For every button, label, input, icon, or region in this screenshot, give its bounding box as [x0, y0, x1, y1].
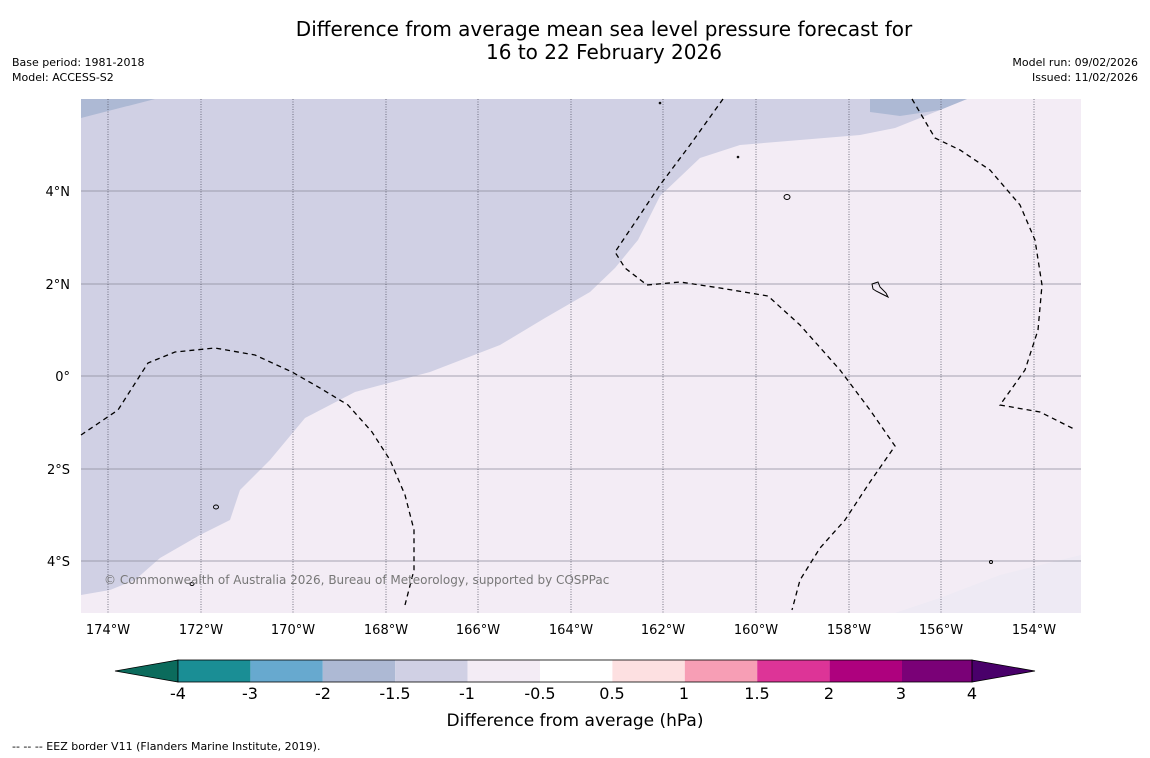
colorbar-segment — [684, 660, 758, 682]
lat-label: 2°S — [47, 463, 70, 478]
colorbar-tick-label: -3 — [242, 684, 258, 703]
lon-labels: 174°W 172°W 170°W 168°W 166°W 164°W 162°… — [86, 623, 1056, 638]
island-dot-1 — [658, 101, 662, 105]
island-kiritimati — [871, 281, 890, 299]
pressure-region-neg2 — [81, 99, 155, 118]
lon-label: 170°W — [271, 623, 315, 638]
colorbar-tick-label: 3 — [896, 684, 906, 703]
title-line-1: Difference from average mean sea level p… — [295, 17, 913, 41]
island-dot-3 — [989, 560, 993, 564]
colorbar-segment — [250, 660, 323, 682]
colorbar-low-extension — [114, 659, 179, 683]
island-jarvis-area — [783, 194, 791, 200]
lon-gridlines — [107, 99, 1035, 613]
colorbar-high-extension — [971, 659, 1036, 683]
colorbar-tick-label: 0.5 — [599, 684, 624, 703]
lon-label: 172°W — [179, 623, 223, 638]
eez-border-east — [911, 98, 1077, 431]
model-run: Model run: 09/02/2026 — [1012, 56, 1138, 69]
colorbar-ticks: -4 -3 -2 -1.5 -1 -0.5 0.5 1 1.5 2 3 4 — [170, 684, 977, 703]
colorbar-tick-label: 2 — [824, 684, 834, 703]
colorbar-outline — [177, 659, 973, 683]
lat-labels: 4°N 2°N 0° 2°S 4°S — [46, 185, 71, 570]
colorbar-tick-label: 1.5 — [744, 684, 769, 703]
pressure-region-neg2-right — [870, 99, 967, 116]
map-panel: © Commonwealth of Australia 2026, Bureau… — [80, 98, 1081, 613]
eez-legend-note: -- -- -- EEZ border V11 (Flanders Marine… — [12, 740, 321, 753]
colorbar-segment — [757, 660, 830, 682]
island-small-2 — [189, 582, 195, 586]
copyright-credit: © Commonwealth of Australia 2026, Bureau… — [104, 573, 609, 587]
colorbar-segment — [467, 660, 540, 682]
colorbar-title: Difference from average (hPa) — [447, 711, 704, 731]
meta-left: Base period: 1981-2018 Model: ACCESS-S2 — [12, 55, 144, 85]
colorbar-segment — [540, 660, 613, 682]
colorbar-segment — [395, 660, 468, 682]
colorbar-tick-label: 1 — [679, 684, 689, 703]
map-title: Difference from average mean sea level p… — [0, 18, 1150, 64]
lat-label: 4°N — [46, 185, 71, 200]
pressure-region-neg1-5 — [81, 99, 1081, 595]
lon-label: 158°W — [827, 623, 871, 638]
colorbar-segment — [178, 660, 251, 682]
lon-label: 166°W — [456, 623, 500, 638]
islands — [189, 101, 993, 586]
lon-label: 162°W — [641, 623, 685, 638]
lat-label: 0° — [55, 370, 70, 385]
eez-borders — [80, 98, 1077, 611]
issued-date: Issued: 11/02/2026 — [1031, 71, 1138, 84]
colorbar-segment — [612, 660, 685, 682]
lon-label: 174°W — [86, 623, 130, 638]
meta-right: Model run: 09/02/2026 Issued: 11/02/2026 — [1012, 55, 1138, 85]
colorbar-segment — [902, 660, 972, 682]
lon-label: 164°W — [549, 623, 593, 638]
eez-border-kiribati-phoenix — [80, 347, 415, 606]
island-small-1 — [213, 504, 219, 510]
colorbar-tick-label: -1.5 — [379, 684, 410, 703]
colorbar-tick-label: -0.5 — [524, 684, 555, 703]
island-dot-2 — [736, 155, 740, 159]
lon-label: 168°W — [364, 623, 408, 638]
colorbar-tick-label: -2 — [315, 684, 331, 703]
lat-gridlines — [81, 190, 1081, 562]
lat-label: 2°N — [46, 278, 71, 293]
colorbar-tick-label: -4 — [170, 684, 186, 703]
colorbar-segment — [322, 660, 396, 682]
title-line-2: 16 to 22 February 2026 — [486, 40, 722, 64]
colorbar-tick-label: 4 — [967, 684, 977, 703]
eez-border-line-islands-north — [614, 98, 896, 611]
colorbar: -4 -3 -2 -1.5 -1 -0.5 0.5 1 1.5 2 3 4 Di… — [114, 659, 1036, 731]
model-name: Model: ACCESS-S2 — [12, 71, 114, 84]
lat-label: 4°S — [47, 555, 70, 570]
colorbar-tick-label: -1 — [459, 684, 475, 703]
lon-label: 156°W — [919, 623, 963, 638]
base-period: Base period: 1981-2018 — [12, 56, 145, 69]
colorbar-segment — [829, 660, 902, 682]
lon-label: 160°W — [734, 623, 778, 638]
lon-label: 154°W — [1012, 623, 1056, 638]
pressure-region-bottom-right — [895, 555, 1081, 613]
